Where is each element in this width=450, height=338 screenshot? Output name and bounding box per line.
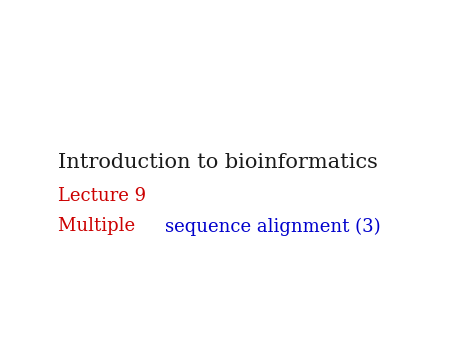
Text: sequence alignment (3): sequence alignment (3) bbox=[166, 217, 381, 236]
Text: Lecture 9: Lecture 9 bbox=[58, 187, 147, 205]
Text: Introduction to bioinformatics: Introduction to bioinformatics bbox=[58, 153, 378, 172]
Text: Multiple: Multiple bbox=[58, 217, 141, 236]
